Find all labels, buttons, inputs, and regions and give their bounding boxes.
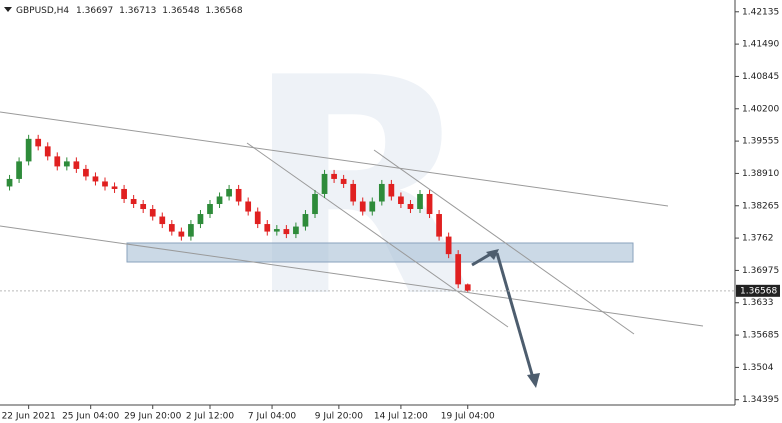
trend-line (0, 111, 669, 207)
y-tick-label: 1.3504 (742, 363, 774, 373)
candle-body (226, 188, 232, 197)
x-tick-label: 19 Jul 04:00 (441, 412, 495, 422)
x-tick-label: 14 Jul 12:00 (374, 412, 428, 422)
candle-body (102, 181, 108, 187)
y-tick-label: 1.3633 (742, 298, 774, 308)
y-tick-label: 1.42135 (742, 7, 779, 17)
candle-body (83, 168, 89, 177)
candle-body (63, 161, 70, 167)
candle-body (159, 216, 166, 225)
open: 1.36697 (76, 6, 113, 16)
candle-body (455, 254, 462, 285)
candle-body (254, 211, 261, 225)
candle-body (312, 193, 318, 215)
candle-body (35, 138, 42, 147)
candle-body (235, 188, 242, 202)
candle-body (188, 224, 194, 237)
candle-body (445, 236, 452, 255)
candle-body (130, 198, 137, 205)
candle-body (216, 196, 223, 205)
candle-body (340, 178, 347, 184)
candle-body (417, 193, 423, 210)
candle-body (293, 226, 299, 235)
watermark: R (244, 14, 475, 363)
candle-body (178, 231, 185, 237)
candle-body (273, 229, 280, 232)
candle-body (264, 224, 271, 232)
y-tick-label: 1.39555 (742, 137, 779, 147)
channel-line (373, 149, 635, 335)
candle-body (302, 214, 309, 227)
price-label: 1.36568 (740, 286, 777, 296)
candle-body (54, 156, 61, 167)
header: GBPUSD,H4 1.36697 1.36713 1.36548 1.3656… (16, 6, 243, 16)
candle-body (111, 186, 118, 189)
y-tick-label: 1.36975 (742, 266, 779, 276)
menu-triangle (4, 7, 12, 12)
candle-body (207, 204, 213, 215)
candle-body (464, 284, 471, 291)
candle-body (245, 201, 252, 212)
high: 1.36713 (119, 6, 156, 16)
y-tick-label: 1.41490 (742, 40, 779, 50)
candle-body (92, 176, 99, 182)
candle-body (331, 173, 337, 179)
forecast-arrow (495, 252, 535, 379)
arrow-head (486, 249, 499, 260)
y-tick-label: 1.35685 (742, 331, 779, 341)
low: 1.36548 (162, 6, 199, 16)
y-tick-label: 1.40200 (742, 104, 779, 114)
candle-body (283, 229, 290, 235)
price-tag (736, 284, 780, 297)
candle-body (149, 209, 156, 217)
candle-body (359, 201, 366, 212)
candle-body (6, 178, 13, 187)
candle-body (426, 193, 433, 215)
candle-body (140, 204, 147, 210)
y-tick-label: 1.38910 (742, 169, 779, 179)
close: 1.36568 (205, 6, 242, 16)
candle-body (73, 161, 80, 169)
support-zone (126, 242, 634, 263)
arrow-head (527, 373, 540, 388)
candle-body (378, 183, 385, 202)
y-tick-label: 1.3762 (742, 234, 774, 244)
y-tick-label: 1.38265 (742, 201, 779, 211)
candle-body (44, 146, 51, 157)
candle-body (407, 204, 414, 210)
candle-body (168, 224, 175, 232)
x-tick-label: 7 Jul 04:00 (248, 412, 297, 422)
y-tick-label: 1.40845 (742, 72, 779, 82)
channel-line (246, 142, 509, 328)
x-tick-label: 2 Jul 12:00 (186, 412, 235, 422)
candle-body (121, 188, 127, 199)
y-tick-label: 1.34395 (742, 395, 779, 405)
candle-body (321, 173, 328, 194)
candle-body (398, 196, 404, 205)
symbol: GBPUSD,H4 (16, 6, 69, 16)
x-tick-label: 22 Jun 2021 (2, 412, 56, 422)
x-tick-label: 9 Jul 20:00 (315, 412, 364, 422)
candle-body (369, 201, 376, 212)
candle-body (388, 183, 395, 197)
candle-body (25, 138, 32, 162)
candle-body (350, 183, 357, 202)
trend-line (0, 225, 704, 327)
x-tick-label: 25 Jun 04:00 (62, 412, 119, 422)
x-tick-label: 29 Jun 20:00 (124, 412, 181, 422)
candle-body (197, 214, 204, 225)
candle-body (16, 161, 22, 179)
candle-body (436, 214, 442, 237)
candles (6, 134, 471, 292)
